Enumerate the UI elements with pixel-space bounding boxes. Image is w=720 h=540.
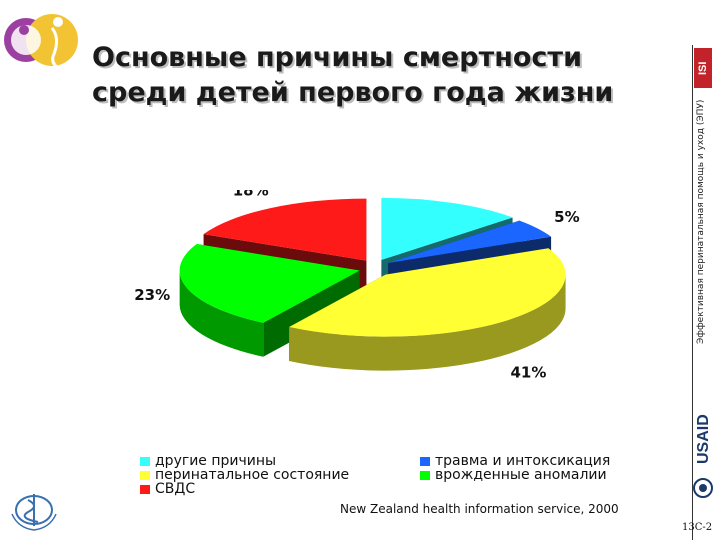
side-divider — [692, 45, 693, 540]
slice-top — [289, 248, 566, 337]
legend-label: врожденные аномалии — [435, 467, 607, 483]
title-line-1: Основные причины смертности — [92, 42, 582, 73]
data-label-trauma: 5% — [554, 208, 579, 226]
title-line-2: среди детей первого года жизни — [92, 77, 614, 108]
legend-item-other: другие причины — [140, 453, 277, 469]
legend-label: перинатальное состояние — [155, 467, 350, 483]
legend-item-congenital: врожденные аномалии — [420, 467, 607, 483]
legend-label: другие причины — [155, 453, 277, 469]
sidebar-caption: Эффективная перинатальная помощь и уход … — [696, 100, 706, 345]
legend-label: СВДС — [155, 481, 196, 497]
legend-swatch — [140, 470, 150, 480]
data-label-sids: 18% — [233, 190, 269, 200]
slice-top — [388, 220, 552, 264]
slice-top — [203, 198, 367, 261]
legend-label: травма и интоксикация — [435, 453, 611, 469]
slice-rim — [179, 270, 264, 357]
usaid-seal-icon — [693, 478, 713, 498]
slice-rim — [289, 274, 566, 371]
usaid-wordmark: USAID — [695, 414, 712, 464]
usaid-logo: USAID — [693, 414, 713, 498]
slice-top — [179, 244, 360, 323]
page-title: Основные причины смертности среди детей … — [92, 40, 652, 110]
who-logo — [11, 494, 57, 531]
pie-slice-perinatal — [289, 248, 566, 371]
legend-swatch — [420, 456, 430, 466]
data-label-perinatal: 41% — [510, 364, 546, 382]
legend-item-trauma: травма и интоксикация — [420, 453, 611, 469]
pie-slice-congenital — [179, 244, 360, 357]
source-note: New Zealand health information service, … — [340, 502, 619, 516]
legend-swatch — [420, 470, 430, 480]
data-label-congenital: 23% — [134, 286, 170, 304]
isi-logo: ISI — [694, 48, 712, 88]
pie-chart: 13% 5% 41% 23% 18% — [134, 190, 579, 382]
slice-top — [381, 197, 513, 260]
chart-legend: другие причины травма и интоксикация пер… — [140, 453, 660, 498]
data-label-other: 13% — [449, 190, 485, 193]
slide-number: 13C-2 — [682, 522, 713, 533]
legend-swatch — [140, 456, 150, 466]
legend-item-perinatal: перинатальное состояние — [140, 467, 350, 483]
legend-item-sids: СВДС — [140, 481, 196, 497]
legend-swatch — [140, 484, 150, 494]
program-logo — [4, 14, 78, 70]
